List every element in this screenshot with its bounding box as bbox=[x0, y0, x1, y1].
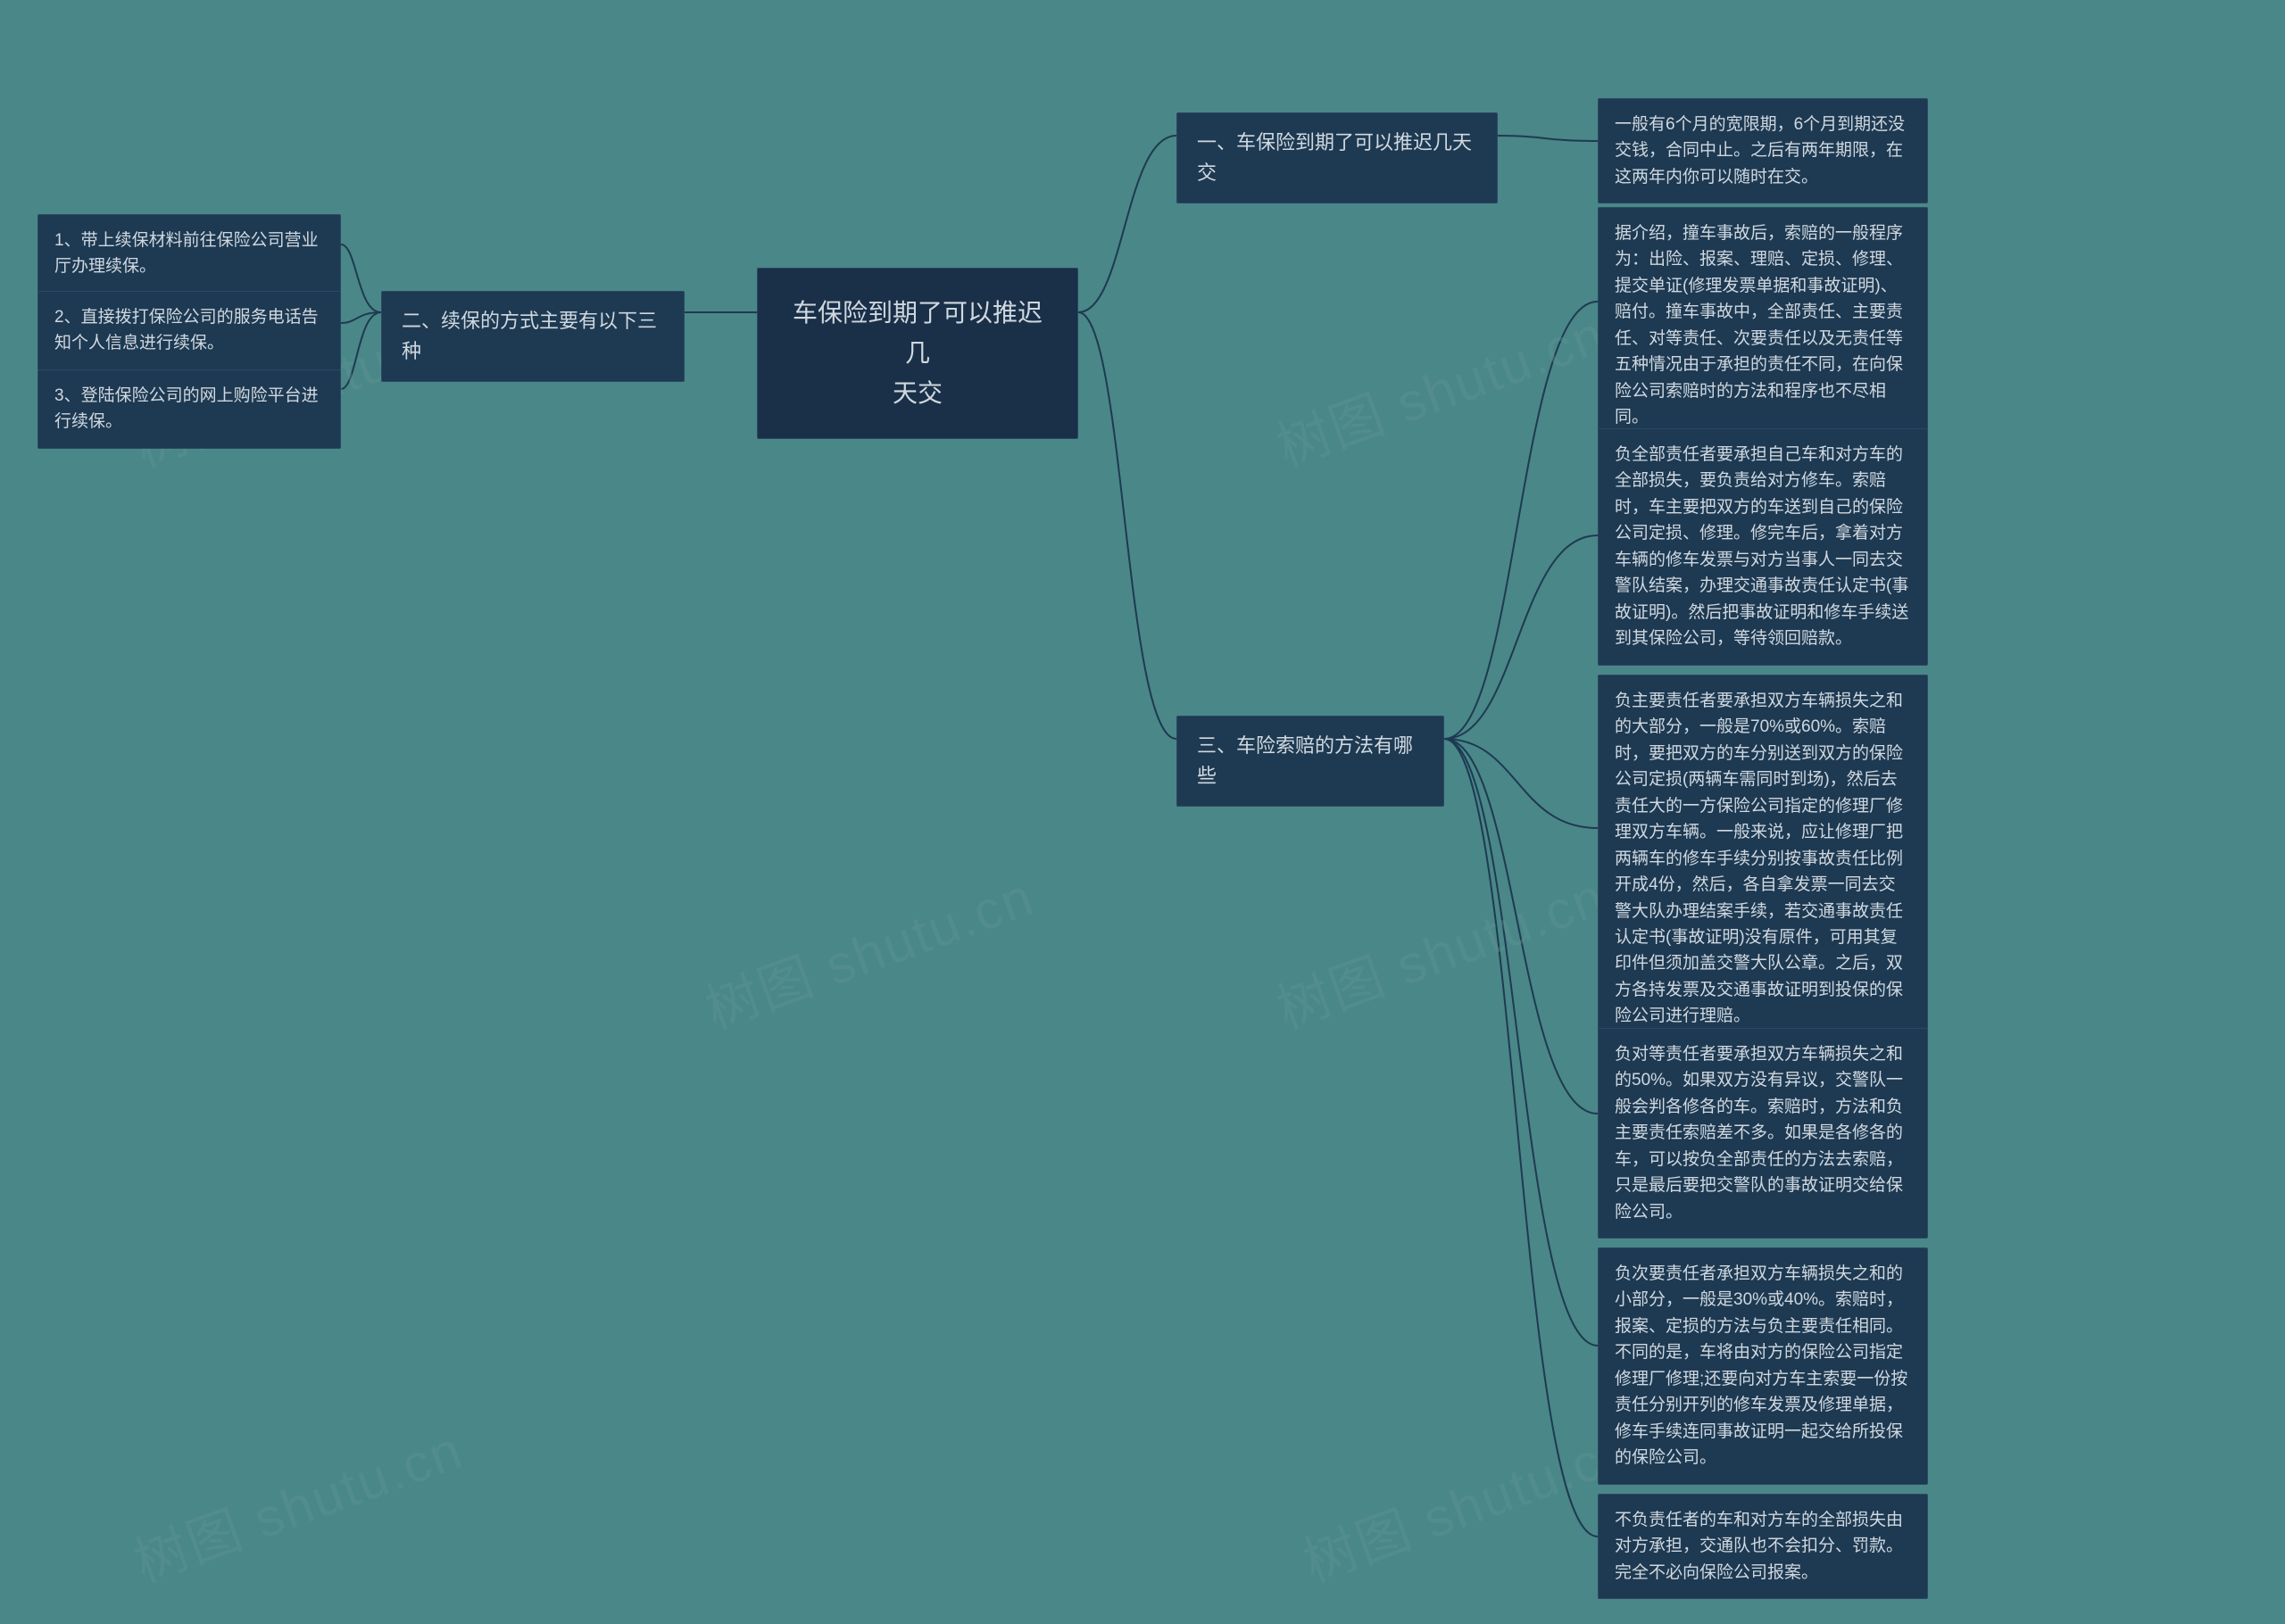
leaf-node[interactable]: 负主要责任者要承担双方车辆损失之和的大部分，一般是70%或60%。索赔时，要把双… bbox=[1598, 675, 1928, 1043]
leaf-node[interactable]: 2、直接拨打保险公司的服务电话告知个人信息进行续保。 bbox=[37, 291, 341, 370]
leaf-node[interactable]: 不负责任者的车和对方车的全部损失由对方承担，交通队也不会扣分、罚款。完全不必向保… bbox=[1598, 1494, 1928, 1599]
leaf-node[interactable]: 负次要责任者承担双方车辆损失之和的小部分，一般是30%或40%。索赔时，报案、定… bbox=[1598, 1247, 1928, 1485]
leaf-node[interactable]: 1、带上续保材料前往保险公司营业厅办理续保。 bbox=[37, 214, 341, 294]
leaf-node[interactable]: 负全部责任者要承担自己车和对方车的全部损失，要负责给对方修车。索赔时，车主要把双… bbox=[1598, 428, 1928, 666]
watermark: 树图 shutu.cn bbox=[1292, 1407, 1641, 1598]
watermark: 树图 shutu.cn bbox=[1265, 854, 1615, 1045]
leaf-node[interactable]: 据介绍，撞车事故后，索赔的一般程序为：出险、报案、理赔、定损、修理、提交单证(修… bbox=[1598, 207, 1928, 444]
leaf-node[interactable]: 一般有6个月的宽限期，6个月到期还没交钱，合同中止。之后有两年期限，在这两年内你… bbox=[1598, 98, 1928, 203]
connector-layer bbox=[0, 0, 2285, 1624]
leaf-text: 不负责任者的车和对方车的全部损失由对方承担，交通队也不会扣分、罚款。完全不必向保… bbox=[1615, 1511, 1903, 1582]
branch-node-2[interactable]: 二、续保的方式主要有以下三种 bbox=[381, 291, 685, 382]
leaf-text: 1、带上续保材料前往保险公司营业厅办理续保。 bbox=[54, 231, 319, 276]
leaf-text: 3、登陆保险公司的网上购险平台进行续保。 bbox=[54, 386, 319, 431]
leaf-text: 负对等责任者要承担双方车辆损失之和的50%。如果双方没有异议，交警队一般会判各修… bbox=[1615, 1045, 1903, 1222]
leaf-text: 2、直接拨打保险公司的服务电话告知个人信息进行续保。 bbox=[54, 308, 319, 352]
leaf-node[interactable]: 负对等责任者要承担双方车辆损失之和的50%。如果双方没有异议，交警队一般会判各修… bbox=[1598, 1028, 1928, 1239]
branch-node-1[interactable]: 一、车保险到期了可以推迟几天交 bbox=[1176, 112, 1498, 203]
leaf-text: 一般有6个月的宽限期，6个月到期还没交钱，合同中止。之后有两年期限，在这两年内你… bbox=[1615, 115, 1905, 186]
watermark: 树图 shutu.cn bbox=[1265, 292, 1615, 483]
branch-label: 一、车保险到期了可以推迟几天交 bbox=[1197, 131, 1472, 184]
root-node[interactable]: 车保险到期了可以推迟几天交 bbox=[757, 268, 1078, 439]
branch-node-3[interactable]: 三、车险索赔的方法有哪些 bbox=[1176, 716, 1444, 807]
leaf-text: 据介绍，撞车事故后，索赔的一般程序为：出险、报案、理赔、定损、修理、提交单证(修… bbox=[1615, 224, 1903, 427]
leaf-text: 负全部责任者要承担自己车和对方车的全部损失，要负责给对方修车。索赔时，车主要把双… bbox=[1615, 445, 1908, 648]
leaf-node[interactable]: 3、登陆保险公司的网上购险平台进行续保。 bbox=[37, 369, 341, 449]
watermark: 树图 shutu.cn bbox=[694, 854, 1043, 1045]
leaf-text: 负次要责任者承担双方车辆损失之和的小部分，一般是30%或40%。索赔时，报案、定… bbox=[1615, 1264, 1907, 1467]
branch-label: 二、续保的方式主要有以下三种 bbox=[402, 310, 657, 362]
root-label: 车保险到期了可以推迟几天交 bbox=[793, 299, 1043, 407]
leaf-text: 负主要责任者要承担双方车辆损失之和的大部分，一般是70%或60%。索赔时，要把双… bbox=[1615, 692, 1903, 1025]
branch-label: 三、车险索赔的方法有哪些 bbox=[1197, 734, 1413, 787]
watermark: 树图 shutu.cn bbox=[122, 1407, 472, 1598]
